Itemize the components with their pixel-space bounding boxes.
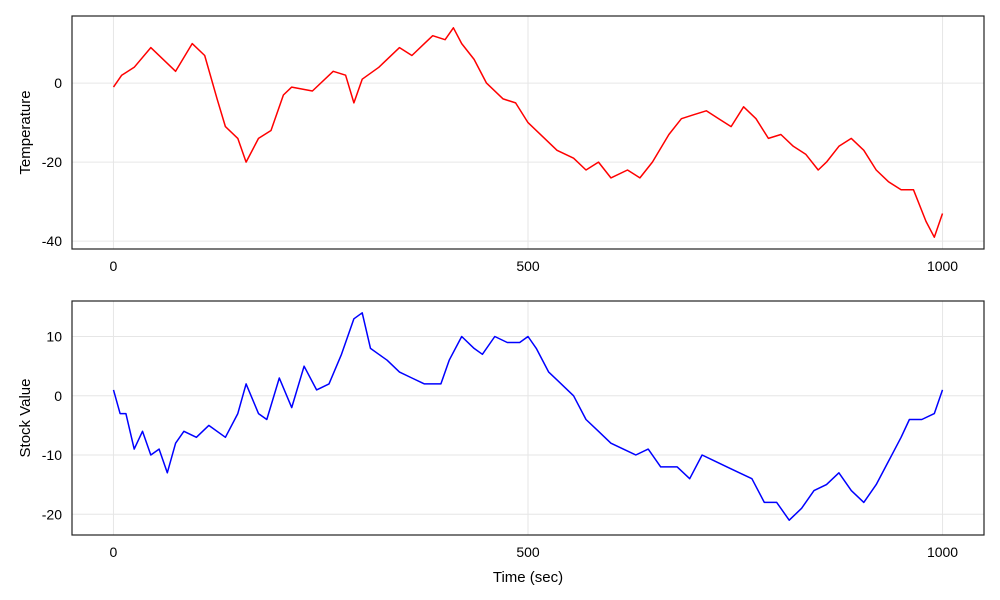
series-line bbox=[112, 312, 944, 521]
y-axis-label: Stock Value bbox=[17, 379, 34, 458]
x-tick-label: 0 bbox=[110, 258, 118, 274]
x-tick-label: 500 bbox=[516, 258, 540, 274]
plot-frame bbox=[71, 300, 985, 536]
x-tick-label: 1000 bbox=[927, 258, 958, 274]
series-line bbox=[112, 27, 944, 238]
x-tick-label: 500 bbox=[516, 544, 540, 560]
stock-value-panel: 0 500 1000 -20 -10 0 10 Stock Value Time (sec) bbox=[17, 300, 985, 586]
y-tick-label: -20 bbox=[42, 154, 62, 170]
x-axis-label: Time (sec) bbox=[493, 569, 563, 586]
y-tick-label: -10 bbox=[42, 447, 62, 463]
y-tick-label: -20 bbox=[42, 506, 62, 522]
y-tick-label: 10 bbox=[46, 329, 62, 345]
x-tick-label: 0 bbox=[110, 544, 118, 560]
y-tick-label: 0 bbox=[54, 75, 62, 91]
temperature-panel: 0 500 1000 -40 -20 0 Temperature bbox=[17, 15, 985, 274]
x-tick-label: 1000 bbox=[927, 544, 958, 560]
y-axis-label: Temperature bbox=[17, 90, 34, 174]
plot-frame bbox=[71, 15, 985, 250]
y-tick-label: 0 bbox=[54, 388, 62, 404]
y-tick-label: -40 bbox=[42, 233, 62, 249]
